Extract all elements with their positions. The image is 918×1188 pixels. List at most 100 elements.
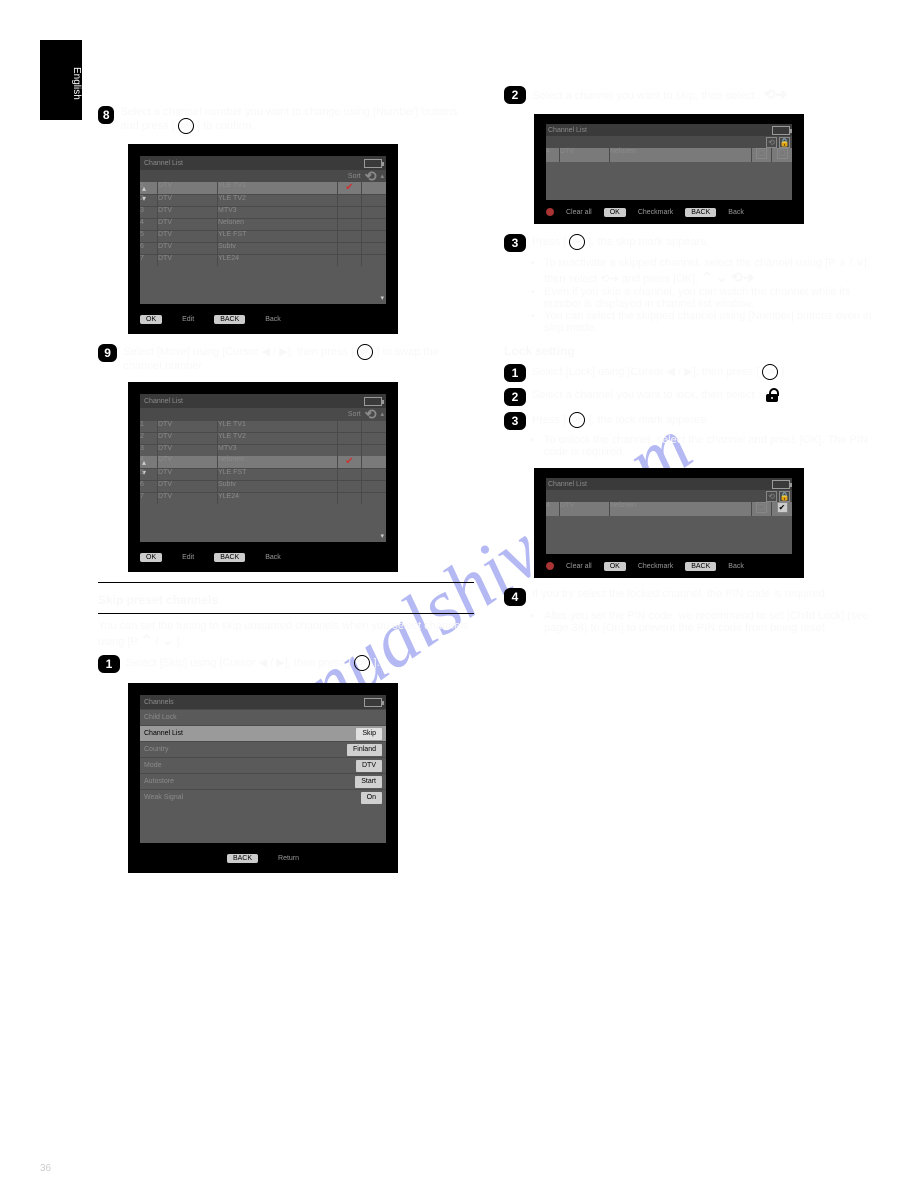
- cell-type: DTV: [158, 182, 218, 194]
- ok-icon: OK: [762, 364, 778, 380]
- step-1-lock: 1 Select [Lock] using [Cursor ◀ / ▶], th…: [504, 364, 880, 382]
- bullet: You can select the skipped channel using…: [544, 310, 880, 334]
- cell: YLE24: [218, 493, 338, 504]
- cell: 4: [140, 219, 158, 230]
- menu-value: Finland: [347, 744, 382, 756]
- cell: 4: [546, 502, 560, 516]
- cell: [338, 433, 362, 444]
- cell: 5: [140, 231, 158, 242]
- cell: DTV: [158, 433, 218, 444]
- chevron-up-icon: ⌃: [701, 269, 713, 285]
- step-2-lock-text: Select a channel you want to lock, then …: [532, 388, 780, 402]
- red-button-icon: [546, 208, 554, 216]
- channels-menu-screenshot: Channels Child Lock Channel ListSkip Cou…: [128, 683, 398, 873]
- cell: [362, 445, 386, 456]
- text-a: Select [Lock] using [Cursor ◀ / ▶], then…: [532, 366, 759, 378]
- menu-label: Country: [144, 746, 169, 753]
- cursor-up-icon: ▴: [142, 458, 146, 467]
- shot2-title: Channel List: [144, 398, 183, 405]
- page-language-tab: English: [40, 40, 82, 120]
- step-3-text-b: ], the skip mark appears.: [588, 236, 708, 248]
- menu-label: Autostore: [144, 778, 174, 785]
- cell: DTV: [158, 421, 218, 432]
- cell-lock-check: ✔: [772, 502, 792, 516]
- cell: DTV: [158, 231, 218, 242]
- menu-value: Skip: [356, 728, 382, 740]
- menu-value: Start: [355, 776, 382, 788]
- cell: [362, 195, 386, 206]
- skip-arrow-icon: ⟲➔: [731, 269, 754, 285]
- bullet: To reactivate a skipped channel, select …: [544, 256, 880, 286]
- cell: 2: [140, 195, 158, 206]
- footer-ok-label: Checkmark: [638, 563, 673, 570]
- step-badge-1: 1: [504, 364, 526, 382]
- cell: DTV: [158, 481, 218, 492]
- skip-header-icon: ⟲: [766, 491, 777, 502]
- step-3-skip: 3 Press [ OK ], the skip mark appears.: [504, 234, 880, 252]
- cell: [362, 469, 386, 480]
- cell: [338, 243, 362, 254]
- step-badge-4: 4: [504, 588, 526, 606]
- cursor-up-icon: ▴: [142, 184, 146, 193]
- cell: 1: [140, 421, 158, 432]
- cell: MTV3: [218, 445, 338, 456]
- step-badge-3: 3: [504, 234, 526, 252]
- cell: DTV: [158, 469, 218, 480]
- cell: [338, 445, 362, 456]
- footer-ok-btn: OK: [604, 562, 626, 571]
- cell: [338, 469, 362, 480]
- cell: DTV: [158, 219, 218, 230]
- short-title: Channel List: [548, 481, 587, 488]
- menu-label: Weak Signal: [144, 794, 183, 801]
- cell: 6: [140, 243, 158, 254]
- footer-ok-btn: OK: [604, 208, 626, 217]
- ok-icon: OK: [357, 344, 373, 360]
- cell: Subtv: [218, 243, 338, 254]
- step-2-text-a: Select a channel you want to skip, then …: [532, 90, 761, 102]
- cell: YLE TV2: [218, 433, 338, 444]
- ok-icon: OK: [569, 234, 585, 250]
- cell: 7: [140, 255, 158, 266]
- cell: Nelonen: [218, 219, 338, 230]
- cell: 2: [140, 433, 158, 444]
- cell: [362, 243, 386, 254]
- lock-icon: [764, 388, 780, 402]
- scroll-down-icon: ▾: [380, 532, 384, 540]
- step-1-skip: 1 Select [Skip] using [Cursor ◀ / ▶], th…: [98, 655, 474, 673]
- cell: Nelonen: [218, 456, 338, 468]
- menu-label: Mode: [144, 762, 162, 769]
- text-a: Select a channel you want to lock, then …: [532, 389, 761, 401]
- right-column: 2 Select a channel you want to skip, the…: [504, 40, 880, 883]
- footer-back-btn: BACK: [685, 562, 716, 571]
- cell: DTV: [158, 493, 218, 504]
- sort-label: Sort: [348, 173, 361, 180]
- cell: [338, 207, 362, 218]
- footer-red-label: Clear all: [566, 209, 592, 216]
- ok-icon: OK: [178, 118, 194, 134]
- text-b: ].: [781, 366, 787, 378]
- cell: DTV: [158, 456, 218, 468]
- cell: [338, 195, 362, 206]
- bullet: Even if you skip a channel, you can watc…: [544, 286, 880, 310]
- section-skip-body: You can set the tuning to skip unwanted …: [98, 620, 474, 649]
- footer-ok-label: Edit: [182, 316, 194, 323]
- ok-icon: OK: [569, 412, 585, 428]
- footer-back-label: Back: [728, 563, 744, 570]
- cell: Nelonen: [610, 502, 752, 516]
- text-b: ], the lock mark appears.: [588, 414, 708, 426]
- step-3-text: Press [ OK ], the skip mark appears.: [532, 234, 709, 250]
- step-3-lock-bullets: To unlock the channel, select the channe…: [544, 434, 880, 458]
- chevron-down-icon: ⌄: [716, 269, 728, 285]
- footer-ok-label: Checkmark: [638, 209, 673, 216]
- lock-header-icon: 🔒: [779, 491, 790, 502]
- cell-skip-check: ✔: [338, 182, 362, 194]
- cell: DTV: [158, 207, 218, 218]
- step-badge-9: 9: [98, 344, 117, 362]
- step-badge-1: 1: [98, 655, 120, 673]
- step-2-skip: 2 Select a channel you want to skip, the…: [504, 86, 880, 104]
- step-4-lock: 4 If you try select the locked channel, …: [504, 588, 880, 606]
- step-4-text: If you try select the locked channel, th…: [532, 588, 828, 600]
- red-button-icon: [546, 562, 554, 570]
- cell: DTV: [158, 255, 218, 266]
- footer-back-btn: BACK: [227, 854, 258, 863]
